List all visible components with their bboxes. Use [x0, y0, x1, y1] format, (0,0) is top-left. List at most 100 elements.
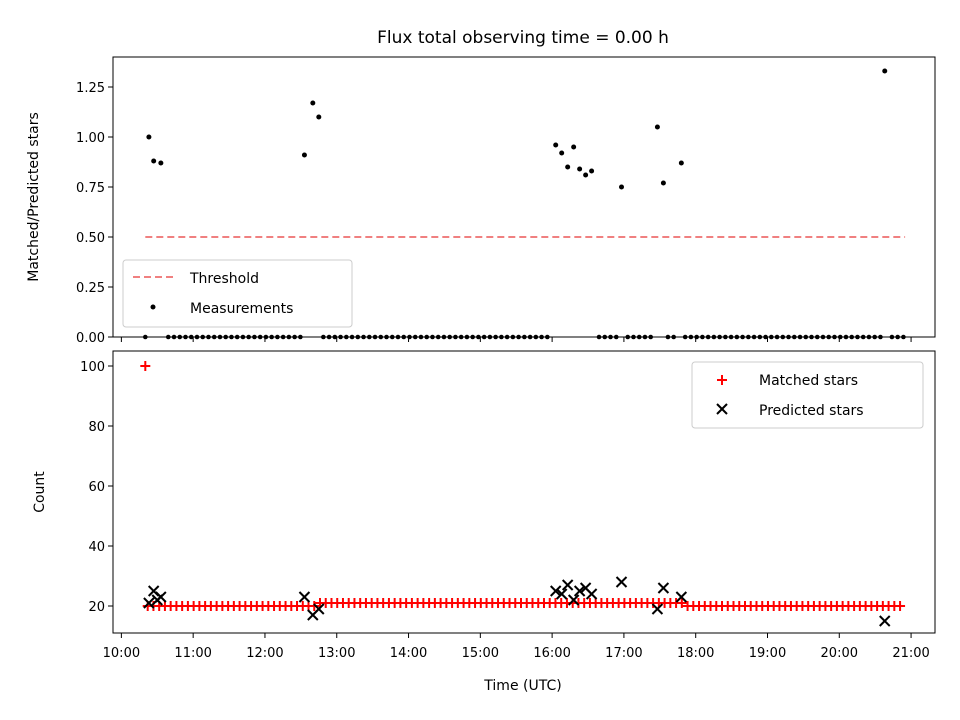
cross-stroke	[675, 591, 688, 603]
matched-star-point	[309, 601, 320, 611]
cross-stroke	[573, 585, 586, 597]
legend-measurements-label: Measurements	[190, 301, 293, 317]
y-tick-label: 0.00	[76, 331, 105, 346]
predicted-star-point	[143, 597, 155, 609]
cross-stroke	[298, 591, 311, 603]
measurement-point	[660, 180, 666, 186]
y-tick-label: 20	[88, 600, 105, 615]
predicted-star-point	[155, 591, 167, 603]
predicted-star-point	[573, 585, 586, 597]
y-tick-label: 1.00	[76, 131, 105, 146]
measurement-point	[301, 152, 307, 158]
measurement-point	[577, 166, 583, 172]
predicted-star-point	[657, 582, 670, 594]
y-tick-label: 100	[80, 360, 105, 375]
bottom-plot-frame	[112, 350, 936, 634]
predicted-star-point	[313, 603, 325, 615]
y-tick-label: 1.25	[76, 81, 105, 96]
measurement-point	[146, 134, 152, 140]
x-tick-label: 10:00	[103, 646, 140, 661]
cross-stroke	[147, 585, 160, 597]
bottom-marks	[140, 361, 906, 627]
top-legend: Threshold Measurements	[122, 259, 353, 328]
measurement-point	[882, 68, 888, 74]
y-tick-label: 0.50	[76, 231, 105, 246]
matched-star-point	[140, 361, 151, 371]
predicted-star-point	[675, 591, 688, 603]
cross-stroke	[879, 615, 891, 627]
cross-stroke	[567, 594, 580, 606]
predicted-star-point	[879, 615, 891, 627]
top-x-ticks	[120, 337, 912, 342]
matched-star-point	[895, 601, 906, 611]
measurement-point	[654, 124, 660, 130]
measurement-point	[571, 144, 577, 150]
x-tick-label: 13:00	[318, 646, 355, 661]
legend-predicted-label: Predicted stars	[759, 403, 864, 419]
bottom-y-axis-label: Count	[32, 471, 48, 513]
matched-star-point	[676, 598, 687, 608]
measurement-point	[565, 164, 571, 170]
measurement-point	[583, 172, 589, 178]
measurement-point	[589, 168, 595, 174]
top-panel: Flux total observing time = 0.00 h 0.000…	[26, 28, 936, 346]
x-tick-label: 19:00	[749, 646, 786, 661]
legend-measurements-swatch	[150, 304, 156, 310]
x-tick-label: 15:00	[462, 646, 499, 661]
predicted-star-point	[585, 588, 598, 600]
measurement-point	[158, 160, 164, 166]
x-tick-label: 14:00	[390, 646, 427, 661]
bottom-legend: Matched stars Predicted stars	[691, 361, 924, 429]
bottom-panel: 20 40 60 80 100 10:00 11:00 12:00 13:00 14:00 15:…	[32, 350, 936, 694]
predicted-star-point	[651, 603, 664, 615]
x-tick-label: 12:00	[246, 646, 283, 661]
cross-stroke	[657, 582, 670, 594]
legend-matched-label: Matched stars	[759, 373, 858, 389]
x-tick-label: 17:00	[605, 646, 642, 661]
y-tick-label: 60	[88, 480, 105, 495]
top-chart-title: Flux total observing time = 0.00 h	[377, 28, 669, 48]
x-tick-label: 20:00	[821, 646, 858, 661]
measurement-point	[316, 114, 322, 120]
top-plot-frame	[112, 56, 936, 338]
top-y-ticks: 0.00 0.25 0.50 0.75 1.00 1.25	[76, 81, 113, 346]
cross-stroke	[143, 597, 155, 609]
x-tick-label: 18:00	[677, 646, 714, 661]
x-tick-label: 16:00	[533, 646, 570, 661]
bottom-x-ticks: 10:00 11:00 12:00 13:00 14:00 15:00 16:00 17:00…	[103, 633, 930, 661]
predicted-star-point	[550, 585, 562, 597]
predicted-star-point	[561, 579, 574, 591]
cross-stroke	[615, 576, 628, 588]
cross-stroke	[313, 603, 325, 615]
cross-stroke	[651, 603, 664, 615]
y-tick-label: 0.75	[76, 181, 105, 196]
measurement-point	[559, 150, 565, 156]
legend-matched-swatch	[717, 375, 727, 385]
x-tick-label: 21:00	[892, 646, 929, 661]
cross-stroke	[555, 588, 568, 600]
measurement-point	[151, 158, 157, 164]
x-axis-label: Time (UTC)	[483, 678, 561, 694]
predicted-star-point	[567, 594, 580, 606]
predicted-star-point	[298, 591, 311, 603]
y-tick-label: 0.25	[76, 281, 105, 296]
y-tick-label: 80	[88, 420, 105, 435]
x-tick-label: 11:00	[174, 646, 211, 661]
measurement-point	[619, 184, 625, 190]
cross-stroke	[550, 585, 562, 597]
measurement-point	[553, 142, 559, 148]
cross-stroke	[579, 582, 592, 594]
cross-stroke	[585, 588, 598, 600]
y-tick-label: 40	[88, 540, 105, 555]
measurement-point	[310, 100, 316, 106]
legend-predicted-swatch	[716, 403, 728, 415]
legend-threshold-label: Threshold	[189, 271, 259, 287]
top-y-axis-label: Matched/Predicted stars	[26, 112, 42, 282]
predicted-star-point	[615, 576, 628, 588]
cross-stroke	[155, 591, 167, 603]
cross-stroke	[561, 579, 574, 591]
bottom-y-ticks: 20 40 60 80 100	[80, 360, 113, 615]
predicted-star-point	[555, 588, 568, 600]
measurement-point	[678, 160, 684, 166]
